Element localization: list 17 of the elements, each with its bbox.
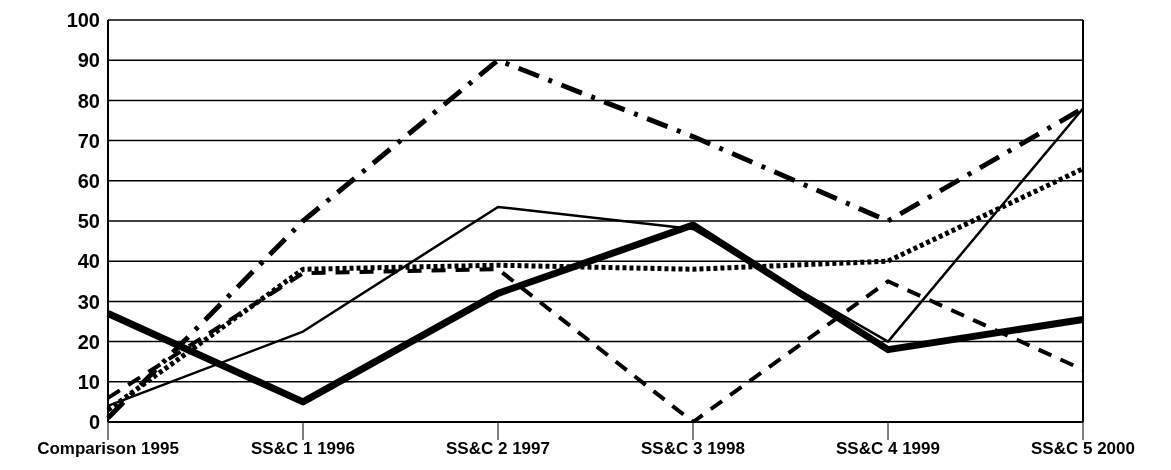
x-tick-label: SS&C 4 1999 [836, 439, 940, 459]
y-tick-label: 20 [77, 330, 100, 353]
y-tick-label: 30 [77, 290, 100, 313]
y-tick-label: 50 [77, 210, 100, 233]
y-tick-label: 40 [77, 250, 100, 273]
y-tick-label: 60 [77, 169, 100, 192]
y-tick-label: 80 [77, 89, 100, 112]
x-tick-label: Comparison 1995 [37, 439, 179, 459]
x-tick-label: SS&C 1 1996 [251, 439, 355, 459]
y-tick-label: 70 [77, 129, 100, 152]
y-tick-label: 100 [66, 9, 100, 32]
x-tick-label: SS&C 5 2000 [1031, 439, 1135, 459]
y-tick-label: 0 [88, 411, 100, 434]
x-tick-label: SS&C 3 1998 [641, 439, 745, 459]
x-tick-label: SS&C 2 1997 [446, 439, 550, 459]
y-tick-label: 10 [77, 370, 100, 393]
y-tick-label: 90 [77, 49, 100, 72]
